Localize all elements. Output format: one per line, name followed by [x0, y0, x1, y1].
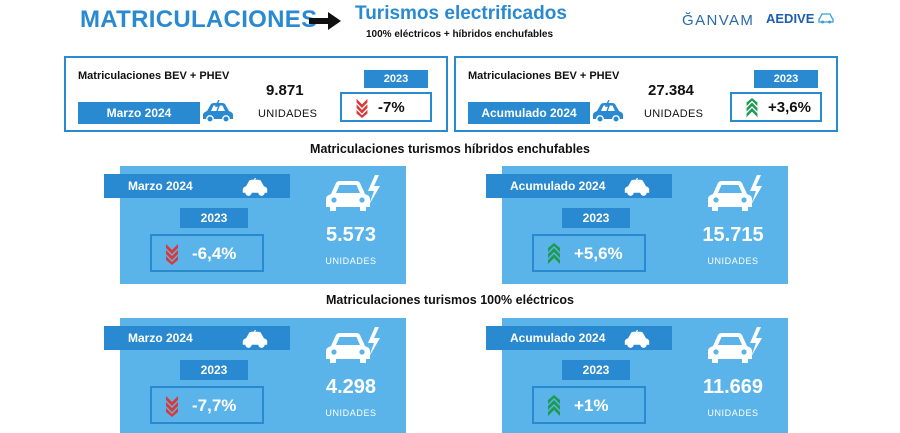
year-badge: 2023: [364, 70, 428, 88]
tile-unit: UNIDADES: [325, 408, 377, 418]
trend-down-icon: [164, 243, 180, 265]
ganvam-logo: ĞANVAM: [682, 12, 755, 29]
page-subtitle: Turismos electrificados: [355, 3, 567, 24]
summary-value: 9.871: [266, 82, 304, 99]
tile-value: 15.715: [702, 224, 764, 246]
summary-label: Matriculaciones BEV + PHEV: [78, 70, 230, 82]
change-box: -7,7%: [150, 386, 264, 424]
change-value: +1%: [574, 396, 609, 415]
change-value: -6,4%: [192, 244, 237, 263]
change-value: +5,6%: [574, 244, 623, 263]
year-badge: 2023: [562, 208, 630, 228]
trend-down-icon: [164, 395, 180, 417]
electric-car-icon: [242, 178, 268, 196]
summary-unit: UNIDADES: [258, 108, 318, 120]
page-title: MATRICULACIONES: [80, 6, 318, 33]
tile-bev-marzo: Marzo 2024 2023 -7,7% 4.298 UNIDADES: [104, 318, 406, 433]
change-box: +5,6%: [532, 234, 646, 272]
electric-car-icon: [592, 100, 624, 124]
period-tag: Acumulado 2024: [486, 174, 672, 198]
year-badge: 2023: [180, 208, 248, 228]
change-box: +1%: [532, 386, 646, 424]
aedive-car-icon: [818, 13, 834, 24]
electric-car-big-icon: [707, 174, 763, 214]
electric-car-icon: [202, 100, 234, 124]
subtitle-note: 100% eléctricos + híbridos enchufables: [366, 29, 554, 40]
tile-value: 4.298: [325, 376, 377, 398]
tile-unit: UNIDADES: [707, 256, 759, 266]
tile-phev-marzo: Marzo 2024 2023 -6,4% 5.573 UNIDADES: [104, 166, 406, 284]
trend-up-icon: [546, 395, 562, 417]
electric-car-big-icon: [707, 326, 763, 366]
section-title-bev: Matriculaciones turismos 100% eléctricos: [325, 293, 575, 307]
tile-unit: UNIDADES: [325, 256, 377, 266]
change-box: +3,6%: [730, 92, 822, 122]
arrow-right-icon: [309, 12, 341, 30]
tile-value: 11.669: [702, 376, 764, 398]
change-value: -7,7%: [192, 396, 237, 415]
aedive-logo: AEDIVE: [766, 11, 815, 26]
change-value: +3,6%: [768, 99, 811, 116]
year-badge: 2023: [562, 360, 630, 380]
change-value: -7%: [378, 99, 405, 116]
electric-car-icon: [624, 178, 650, 196]
tile-phev-acumulado: Acumulado 2024 2023 +5,6% 15.715 UNIDADE…: [486, 166, 788, 284]
period-tag: Marzo 2024: [78, 102, 200, 124]
trend-up-icon: [744, 98, 760, 118]
summary-card-marzo: Matriculaciones BEV + PHEV Marzo 2024 9.…: [64, 56, 448, 132]
period-tag: Acumulado 2024: [468, 102, 590, 124]
summary-card-acumulado: Matriculaciones BEV + PHEV Acumulado 202…: [454, 56, 838, 132]
change-box: -6,4%: [150, 234, 264, 272]
summary-label: Matriculaciones BEV + PHEV: [468, 70, 620, 82]
summary-value: 27.384: [648, 82, 694, 99]
tile-unit: UNIDADES: [707, 408, 759, 418]
summary-unit: UNIDADES: [644, 108, 704, 120]
electric-car-icon: [624, 330, 650, 348]
trend-up-icon: [546, 243, 562, 265]
year-badge: 2023: [180, 360, 248, 380]
trend-down-icon: [354, 98, 370, 118]
electric-car-big-icon: [325, 326, 381, 366]
electric-car-big-icon: [325, 174, 381, 214]
tile-bev-acumulado: Acumulado 2024 2023 +1% 11.669 UNIDADES: [486, 318, 788, 433]
electric-car-icon: [242, 330, 268, 348]
section-title-phev: Matriculaciones turismos híbridos enchuf…: [310, 142, 590, 156]
tile-value: 5.573: [325, 224, 377, 246]
change-box: -7%: [340, 92, 432, 122]
year-badge: 2023: [754, 70, 818, 88]
